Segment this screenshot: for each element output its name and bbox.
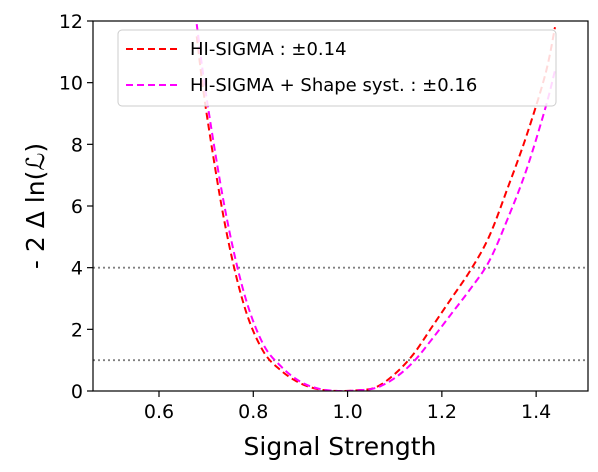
y-tick-label: 8 [71,134,83,156]
y-tick-label: 2 [71,319,83,341]
x-tick-label: 1.2 [427,401,457,423]
y-tick-label: 12 [59,11,83,33]
y-tick-label: 6 [71,196,83,218]
y-tick-label: 0 [71,381,83,403]
x-tick-label: 0.6 [144,401,174,423]
legend: HI-SIGMA : ±0.14 HI-SIGMA + Shape syst. … [117,29,557,107]
y-axis: 0 2 4 6 8 10 12 [59,11,93,403]
legend-label-0: HI-SIGMA : ±0.14 [190,39,347,60]
y-axis-title: - 2 Δ ln(ℒ) [21,143,50,269]
y-tick-label: 10 [59,73,83,95]
x-tick-label: 1.0 [332,401,362,423]
y-tick-label: 4 [71,258,83,280]
x-tick-label: 1.4 [521,401,551,423]
x-axis-title: Signal Strength [244,432,437,461]
series-layer [195,23,556,391]
x-axis: 0.6 0.8 1.0 1.2 1.4 [144,391,551,423]
series-line-1 [195,23,556,391]
legend-box [117,29,557,107]
x-tick-label: 0.8 [238,401,268,423]
legend-label-1: HI-SIGMA + Shape syst. : ±0.16 [190,75,477,96]
